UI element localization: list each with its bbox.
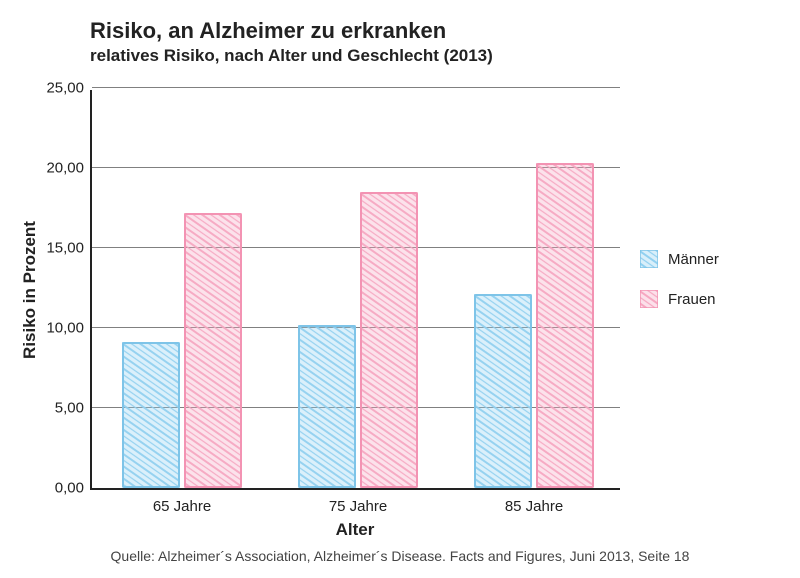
y-tick-label: 25,00 [46, 80, 84, 97]
chart-subtitle: relatives Risiko, nach Alter und Geschle… [90, 46, 493, 66]
legend-swatch [640, 290, 658, 308]
gridline [92, 87, 620, 88]
bar [474, 294, 532, 488]
x-tick-label: 85 Jahre [505, 498, 563, 515]
x-tick-label: 65 Jahre [153, 498, 211, 515]
source-note: Quelle: Alzheimer´s Association, Alzheim… [111, 548, 690, 564]
legend-label: Frauen [668, 291, 716, 308]
y-axis-label: Risiko in Prozent [20, 221, 40, 359]
bar [184, 213, 242, 488]
chart-container: Risiko, an Alzheimer zu erkranken relati… [0, 0, 800, 578]
bar [536, 163, 594, 488]
legend-item: Männer [640, 250, 719, 268]
bar [298, 325, 356, 488]
bar [122, 342, 180, 488]
y-tick-label: 15,00 [46, 240, 84, 257]
chart-title: Risiko, an Alzheimer zu erkranken [90, 18, 446, 44]
legend-item: Frauen [640, 290, 719, 308]
y-tick-label: 20,00 [46, 160, 84, 177]
legend-label: Männer [668, 251, 719, 268]
legend: Männer Frauen [640, 250, 719, 330]
plot-area: 0,005,0010,0015,0020,0025,0065 Jahre75 J… [90, 90, 620, 490]
bar [360, 192, 418, 488]
y-tick-label: 0,00 [55, 480, 84, 497]
x-tick-label: 75 Jahre [329, 498, 387, 515]
legend-swatch [640, 250, 658, 268]
y-tick-label: 5,00 [55, 400, 84, 417]
y-tick-label: 10,00 [46, 320, 84, 337]
x-axis-label: Alter [336, 520, 375, 540]
